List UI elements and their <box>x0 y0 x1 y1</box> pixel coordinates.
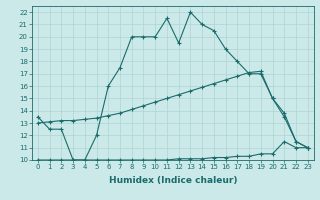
X-axis label: Humidex (Indice chaleur): Humidex (Indice chaleur) <box>108 176 237 185</box>
